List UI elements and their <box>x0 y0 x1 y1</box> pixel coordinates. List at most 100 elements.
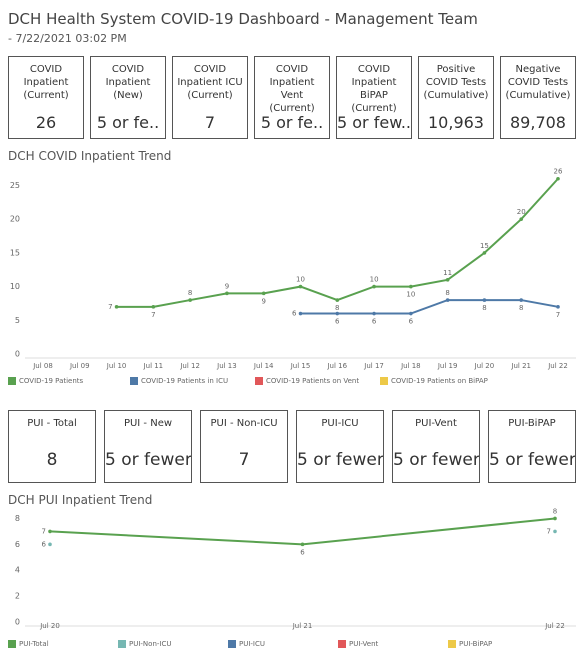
y-tick-label: 2 <box>15 592 20 601</box>
legend-swatch <box>380 377 388 385</box>
kpi-label: PUI-BiPAP <box>508 418 556 429</box>
x-tick-label: Jul 09 <box>69 362 90 370</box>
data-label: 6 <box>42 540 47 548</box>
x-tick-label: Jul 20 <box>39 622 60 630</box>
data-point <box>300 542 305 547</box>
y-tick-label: 15 <box>10 248 20 257</box>
data-label: 8 <box>553 507 557 515</box>
x-tick-label: Jul 08 <box>32 362 53 370</box>
kpi-value: 5 or fewer <box>297 450 383 470</box>
data-label: 11 <box>443 269 452 277</box>
x-tick-label: Jul 21 <box>292 622 313 630</box>
data-point <box>298 311 303 316</box>
kpi-card: PUI - New 5 or fewer <box>104 410 192 483</box>
data-label: 6 <box>300 548 305 556</box>
data-point <box>372 311 376 316</box>
x-tick-label: Jul 13 <box>216 362 237 370</box>
kpi-value: 26 <box>35 113 57 132</box>
legend-label: PUI-Non-ICU <box>129 640 172 648</box>
kpi-label: PUI - New <box>123 418 173 429</box>
kpi-value: 7 <box>204 113 216 132</box>
y-tick-label: 4 <box>15 566 20 575</box>
chart-title: DCH COVID Inpatient Trend <box>8 149 172 163</box>
data-point <box>225 291 229 296</box>
legend-label: COVID-19 Patients <box>19 377 84 385</box>
data-label: 6 <box>335 318 340 326</box>
kpi-card: PUI - Total 8 <box>8 410 96 483</box>
kpi-label: Negative COVID Tests (Cumulative) <box>505 64 571 101</box>
kpi-label: PUI - Non-ICU <box>210 418 278 429</box>
legend-swatch <box>228 640 236 648</box>
data-label: 15 <box>480 242 489 250</box>
data-point <box>48 542 52 547</box>
kpi-card: COVID Inpatient ICU (Current) 7 <box>172 56 248 139</box>
legend-label: COVID-19 Patients in ICU <box>141 377 228 385</box>
kpi-value: 5 or fe.. <box>260 113 324 132</box>
x-tick-label: Jul 14 <box>253 362 274 370</box>
legend-swatch <box>448 640 456 648</box>
kpi-value: 5 or fe.. <box>96 113 160 132</box>
legend-swatch <box>338 640 346 648</box>
data-point <box>556 176 560 181</box>
legend-swatch <box>8 640 16 648</box>
data-label: 9 <box>225 282 229 290</box>
data-point <box>298 284 303 289</box>
data-label: 6 <box>372 318 377 326</box>
dashboard-title: DCH Health System COVID-19 Dashboard - M… <box>8 10 478 28</box>
data-point <box>445 298 450 302</box>
y-tick-label: 0 <box>15 350 20 359</box>
data-point <box>114 305 119 309</box>
y-tick-label: 25 <box>10 181 20 190</box>
data-point <box>372 284 376 289</box>
kpi-label: COVID Inpatient (Current) <box>23 64 69 101</box>
kpi-value: 5 or fewer <box>393 450 479 470</box>
legend-swatch <box>8 377 16 385</box>
data-label: 6 <box>292 310 297 318</box>
data-point <box>188 298 192 302</box>
data-point <box>519 298 524 302</box>
kpi-value: 7 <box>238 450 250 470</box>
data-point <box>553 516 557 521</box>
legend-label: PUI-ICU <box>239 640 265 648</box>
data-point <box>482 251 487 255</box>
x-tick-label: Jul 10 <box>106 362 127 370</box>
data-point <box>553 529 557 534</box>
y-tick-label: 8 <box>15 514 20 523</box>
kpi-label: COVID Inpatient Vent (Current) <box>269 64 315 114</box>
kpi-value: 5 or few... <box>337 113 411 132</box>
x-tick-label: Jul 19 <box>437 362 458 370</box>
data-point <box>335 298 340 302</box>
legend-label: PUI-Vent <box>349 640 379 648</box>
series-line <box>300 299 559 315</box>
kpi-label: PUI - Total <box>27 418 77 429</box>
legend-swatch <box>255 377 263 385</box>
data-label: 8 <box>519 304 523 312</box>
series-line <box>116 178 559 308</box>
y-tick-label: 0 <box>15 618 20 627</box>
dashboard-subtitle: - 7/22/2021 03:02 PM <box>8 32 127 45</box>
y-tick-label: 6 <box>15 540 20 549</box>
x-tick-label: Jul 22 <box>547 362 568 370</box>
data-label: 20 <box>517 208 526 216</box>
kpi-value: 89,708 <box>510 113 566 132</box>
kpi-label: COVID Inpatient (New) <box>105 64 151 101</box>
x-tick-label: Jul 21 <box>510 362 531 370</box>
data-label: 8 <box>335 304 339 312</box>
data-point <box>409 284 413 289</box>
data-label: 7 <box>151 311 155 319</box>
x-tick-label: Jul 22 <box>544 622 565 630</box>
data-label: 8 <box>482 304 486 312</box>
kpi-label: PUI-Vent <box>415 418 457 429</box>
kpi-card: PUI - Non-ICU 7 <box>200 410 288 483</box>
data-label: 7 <box>42 527 46 535</box>
data-label: 9 <box>261 297 265 305</box>
data-point <box>519 217 524 221</box>
data-label: 7 <box>108 303 112 311</box>
data-label: 7 <box>556 311 560 319</box>
kpi-value: 5 or fewer <box>489 450 575 470</box>
y-tick-label: 10 <box>10 282 20 291</box>
kpi-card: COVID Inpatient (Current) 26 <box>8 56 84 139</box>
kpi-card: PUI-BiPAP 5 or fewer <box>488 410 576 483</box>
data-point <box>335 311 340 316</box>
